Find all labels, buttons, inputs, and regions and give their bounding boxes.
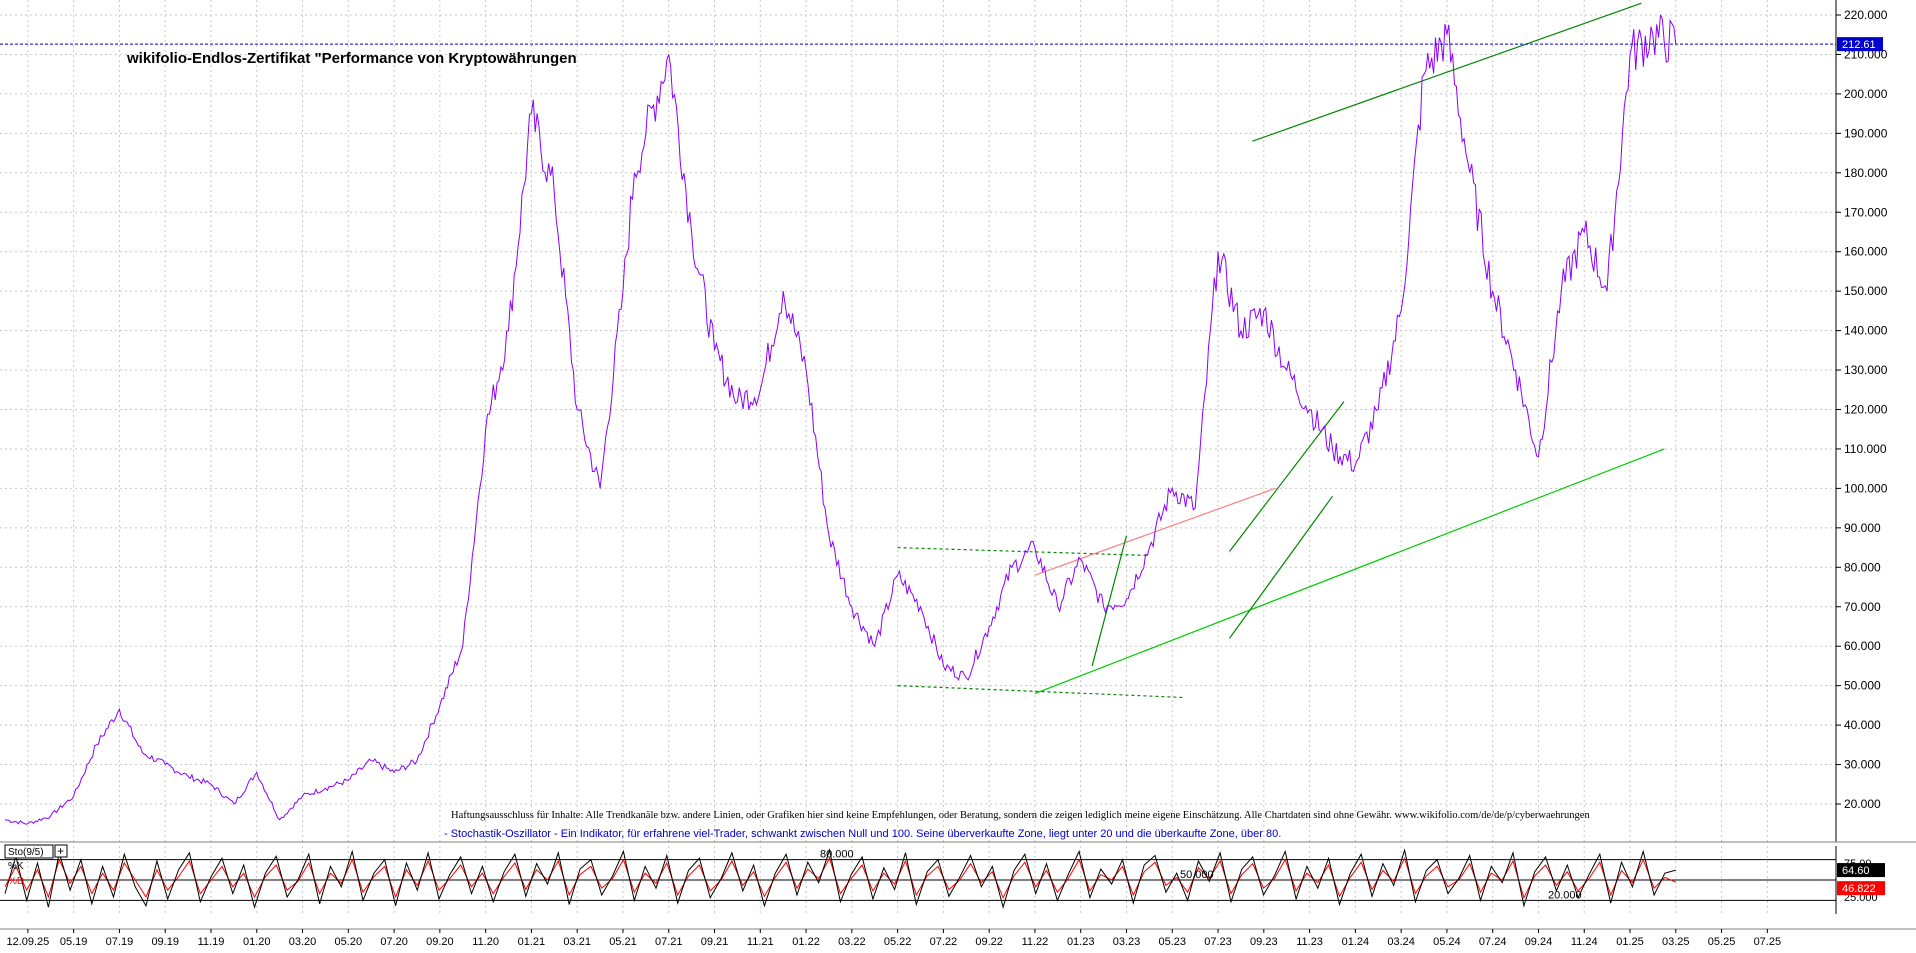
x-tick-label: 01.24 xyxy=(1342,936,1370,948)
price-line xyxy=(4,14,1677,825)
last-value-label: 212.61 xyxy=(1842,39,1876,51)
y-tick-label: 20.000 xyxy=(1844,797,1881,811)
x-tick-label: 01.21 xyxy=(518,936,546,948)
k-label: %K xyxy=(8,861,24,872)
x-tick-label: 05.24 xyxy=(1433,936,1461,948)
x-tick-label: 09.19 xyxy=(151,936,179,948)
x-tick-label: 11.19 xyxy=(198,936,225,948)
x-tick-label: 07.19 xyxy=(106,936,134,948)
d-value-badge xyxy=(1837,881,1885,896)
trend-line xyxy=(1034,448,1665,695)
x-tick-label: 03.23 xyxy=(1113,936,1141,948)
x-tick-label: 09.23 xyxy=(1250,936,1278,948)
y-tick-label: 100.000 xyxy=(1844,481,1888,495)
y-axis: 20.000 30.000 40.000 50.000 60.000 70.000 80.0… xyxy=(1835,0,1888,842)
x-tick-label: 01.23 xyxy=(1067,936,1095,948)
y-tick-label: 50.000 xyxy=(1844,679,1881,693)
y-tick-label: 120.000 xyxy=(1844,403,1888,417)
x-tick-label: 11.22 xyxy=(1022,936,1049,948)
d-label: %D xyxy=(8,876,24,887)
disclaimer-text: Haftungsausschluss für Inhalte: Alle Tre… xyxy=(451,810,1590,821)
x-tick-label: 05.25 xyxy=(1708,936,1736,948)
x-tick-label: 03.25 xyxy=(1662,936,1690,948)
x-tick-label: 03.24 xyxy=(1387,936,1415,948)
y-tick-label: 30.000 xyxy=(1844,758,1881,772)
x-tick-label: 07.21 xyxy=(655,936,683,948)
main-grid xyxy=(0,0,1836,842)
y-tick-label: 200.000 xyxy=(1844,87,1888,101)
y-tick-label: 60.000 xyxy=(1844,639,1881,653)
x-tick-label: 11.23 xyxy=(1296,936,1323,948)
sto-title-box xyxy=(4,844,54,859)
last-value-badge xyxy=(1837,37,1883,52)
x-tick-label: 05.19 xyxy=(60,936,88,948)
sto-level-label: 20.000 xyxy=(1548,889,1582,901)
y-tick-label: 110.000 xyxy=(1844,442,1887,456)
x-tick-label: 07.22 xyxy=(930,936,958,948)
x-tick-label: 03.22 xyxy=(838,936,866,948)
x-tick-label: 09.20 xyxy=(426,936,454,948)
y-tick-label: 130.000 xyxy=(1844,363,1888,377)
sto-title: Sto(9/5) xyxy=(8,847,44,858)
sto-level-label: 80.000 xyxy=(820,849,854,861)
x-tick-label: 05.22 xyxy=(884,936,912,948)
expand-icon[interactable] xyxy=(54,844,68,858)
y-tick-label: 160.000 xyxy=(1844,245,1888,259)
x-tick-label: 09.24 xyxy=(1525,936,1553,948)
y-tick-label: 140.000 xyxy=(1844,324,1888,338)
x-tick-label: 07.25 xyxy=(1754,936,1782,948)
x-tick-label: 01.25 xyxy=(1616,936,1644,948)
x-tick-label: 05.20 xyxy=(335,936,363,948)
x-tick-label: 09.21 xyxy=(701,936,729,948)
x-tick-label: 05.23 xyxy=(1158,936,1186,948)
x-tick-label: 03.21 xyxy=(563,936,591,948)
x-tick-label: 07.23 xyxy=(1204,936,1232,948)
x-tick-label: 12.09.25 xyxy=(6,936,49,948)
x-tick-label: 05.21 xyxy=(609,936,637,948)
x-tick-label: 11.20 xyxy=(472,936,499,948)
k-value-label: 64.60 xyxy=(1842,865,1870,877)
y-tick-label: 90.000 xyxy=(1844,521,1881,535)
x-tick-label: 11.24 xyxy=(1571,936,1598,948)
y-tick-label: 150.000 xyxy=(1844,284,1888,298)
trend-line xyxy=(1091,535,1128,667)
y-tick-label: 80.000 xyxy=(1844,560,1881,574)
x-tick-label: 03.20 xyxy=(289,936,317,948)
x-tick-label: 09.22 xyxy=(975,936,1003,948)
stochastic-series xyxy=(4,848,1677,910)
plus-icon[interactable]: + xyxy=(57,844,64,858)
stochastic-panel: 80.00050.00020.00075.0025.00064.6046.822… xyxy=(0,841,1916,914)
trend-line xyxy=(1228,495,1333,639)
x-tick-label: 01.20 xyxy=(243,936,271,948)
y-tick-label: 70.000 xyxy=(1844,600,1881,614)
x-tick-label: 11.21 xyxy=(747,936,774,948)
x-tick-label: 07.20 xyxy=(380,936,408,948)
x-axis: 12.09.25 05.19 07.19 09.19 11.19 01.20 03.20 05… xyxy=(0,928,1916,948)
x-tick-label: 01.22 xyxy=(792,936,820,948)
trend-line xyxy=(1252,2,1642,142)
k-value-badge xyxy=(1837,863,1885,878)
k-line xyxy=(4,848,1676,910)
last-value-marker: 212.61 xyxy=(0,37,1883,52)
price-series xyxy=(4,14,1677,825)
y-tick-label: 190.000 xyxy=(1844,126,1888,140)
y-tick-label: 170.000 xyxy=(1844,205,1888,219)
annotation-text: - Stochastik-Oszillator - Ein Indikator,… xyxy=(444,828,1281,840)
chart-title: wikifolio-Endlos-Zertifikat "Performance… xyxy=(126,50,577,67)
sto-level-label: 50.000 xyxy=(1180,869,1214,881)
y-tick-label: 180.000 xyxy=(1844,166,1888,180)
x-tick-label: 07.24 xyxy=(1479,936,1507,948)
y-tick-label: 40.000 xyxy=(1844,718,1881,732)
y-tick-label: 220.000 xyxy=(1844,8,1888,22)
d-value-label: 46.822 xyxy=(1842,883,1876,895)
